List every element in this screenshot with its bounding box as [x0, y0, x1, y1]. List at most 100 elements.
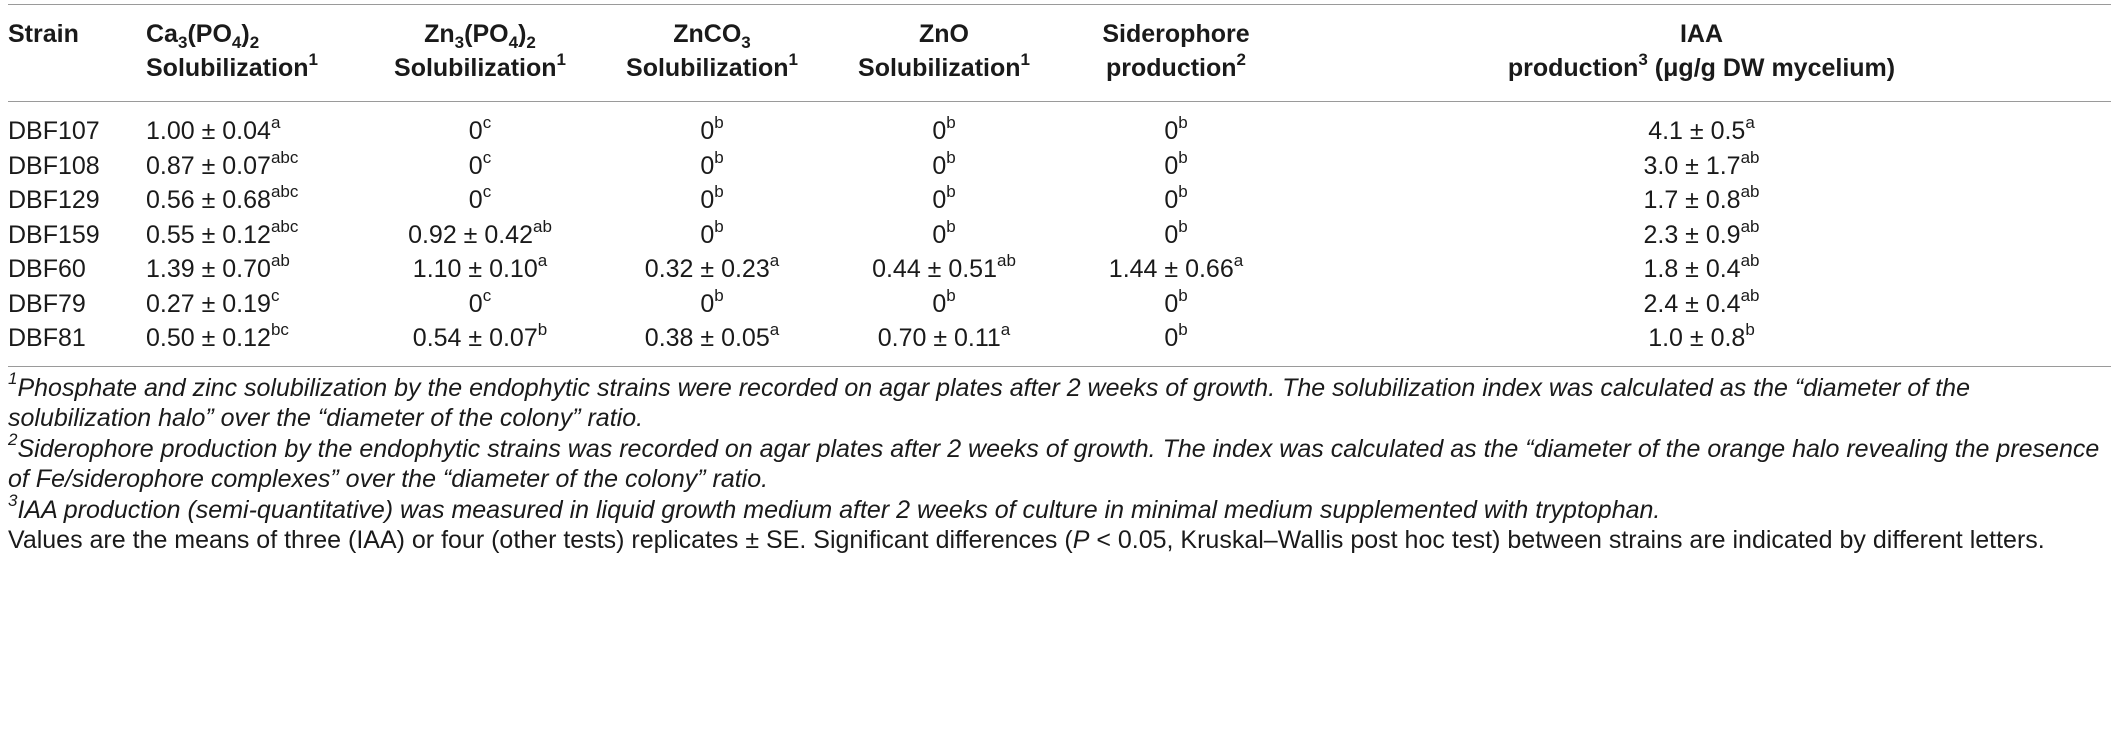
cell-significance-letter: a: [769, 320, 780, 340]
cell-value-text: 0: [932, 289, 947, 318]
cell-value: 0.38 ± 0.05a: [596, 321, 828, 366]
cell-significance-letter: c: [482, 147, 492, 167]
cell-value: 0.27 ± 0.19c: [146, 287, 364, 322]
cell-significance-letter: a: [1745, 113, 1755, 133]
cell-strain: DBF108: [8, 151, 100, 180]
cell-significance-letter: c: [482, 113, 492, 133]
cell-significance-letter: b: [1178, 285, 1188, 305]
cell-significance-letter: ab: [533, 216, 552, 236]
cell-significance-letter: abc: [270, 216, 299, 236]
cell-strain: DBF159: [8, 220, 100, 249]
header-strain-label: Strain: [8, 20, 79, 48]
cell-significance-letter: b: [1178, 113, 1188, 133]
header-siderophore: Siderophore production2: [1060, 5, 1292, 102]
cell-significance-letter: bc: [270, 320, 289, 340]
cell-value: 0b: [596, 102, 828, 149]
cell-strain: DBF81: [8, 324, 86, 353]
cell-value-text: 1.00 ± 0.04: [146, 117, 271, 146]
table-row: DBF60 1.39 ± 0.70ab 1.10 ± 0.10a 0.32 ± 0.2…: [8, 252, 2111, 287]
cell-value: 0c: [364, 102, 596, 149]
cell-value-text: 3.0 ± 1.7: [1643, 151, 1741, 180]
cell-value-text: 0.38 ± 0.05: [644, 324, 770, 353]
results-table-container: Strain Ca3(PO4)2 Solubilization1 Zn3(PO4…: [8, 4, 2111, 556]
cell-value-text: 0: [932, 117, 947, 146]
cell-value: 0c: [364, 183, 596, 218]
cell-value-text: 0: [1164, 220, 1179, 249]
cell-value-text: 0.56 ± 0.68: [146, 186, 271, 215]
cell-value: 0b: [828, 218, 1060, 253]
cell-value: 0.56 ± 0.68abc: [146, 183, 364, 218]
cell-value: 0b: [1060, 149, 1292, 184]
cell-strain: DBF129: [8, 186, 100, 215]
cell-value-text: 0.87 ± 0.07: [146, 151, 271, 180]
cell-value-text: 0.50 ± 0.12: [146, 324, 271, 353]
cell-significance-letter: b: [946, 147, 956, 167]
cell-significance-letter: a: [769, 251, 780, 271]
cell-value-text: 1.10 ± 0.10: [412, 255, 538, 284]
cell-significance-letter: ab: [1740, 147, 1760, 167]
cell-value: 0.92 ± 0.42ab: [364, 218, 596, 253]
cell-value: 0b: [596, 183, 828, 218]
header-iaa: IAA production3 (μg/g DW mycelium): [1292, 5, 2111, 102]
cell-value-text: 0: [700, 220, 715, 249]
cell-value: 0b: [1060, 102, 1292, 149]
header-zno-formula: ZnO: [919, 20, 969, 48]
footnote-1: 1Phosphate and zinc solubilization by th…: [8, 369, 1970, 432]
cell-significance-letter: b: [946, 113, 956, 133]
footnote-2: 2Siderophore production by the endophyti…: [8, 430, 2100, 493]
cell-value-text: 0.92 ± 0.42: [408, 220, 533, 249]
cell-value: 0b: [828, 149, 1060, 184]
header-znco3-sub: Solubilization1: [626, 49, 798, 82]
cell-value: 1.8 ± 0.4ab: [1292, 252, 2111, 287]
header-zno-sub: Solubilization1: [858, 49, 1030, 82]
cell-value-text: 1.44 ± 0.66: [1108, 255, 1234, 284]
header-ca3po42-sub: Solubilization1: [146, 49, 318, 82]
summary-note: Values are the means of three (IAA) or f…: [8, 526, 2045, 554]
cell-value: 0b: [828, 102, 1060, 149]
strain-results-table: Strain Ca3(PO4)2 Solubilization1 Zn3(PO4…: [8, 4, 2111, 366]
cell-significance-letter: a: [1000, 320, 1011, 340]
cell-value-text: 0: [468, 289, 483, 318]
cell-significance-letter: ab: [1740, 216, 1760, 236]
cell-value-text: 1.39 ± 0.70: [146, 255, 271, 284]
table-footnotes: 1Phosphate and zinc solubilization by th…: [8, 365, 2111, 556]
cell-significance-letter: b: [1178, 182, 1188, 202]
cell-significance-letter: c: [482, 182, 492, 202]
footnote-3: 3IAA production (semi-quantitative) was …: [8, 491, 1661, 524]
cell-significance-letter: ab: [1740, 285, 1760, 305]
cell-value-text: 0: [1164, 186, 1179, 215]
header-znco3-formula: ZnCO3: [673, 20, 751, 52]
cell-significance-letter: b: [1178, 147, 1188, 167]
header-zn3po42-formula: Zn3(PO4)2: [424, 20, 536, 52]
cell-significance-letter: a: [537, 251, 548, 271]
cell-value: 0.44 ± 0.51ab: [828, 252, 1060, 287]
cell-significance-letter: b: [714, 147, 724, 167]
cell-value: 0b: [1060, 218, 1292, 253]
cell-value-text: 0: [932, 151, 947, 180]
cell-value: 2.3 ± 0.9ab: [1292, 218, 2111, 253]
cell-value-text: 0: [700, 117, 715, 146]
cell-value: 0b: [1060, 287, 1292, 322]
cell-value-text: 0: [700, 151, 715, 180]
cell-value-text: 1.7 ± 0.8: [1643, 186, 1741, 215]
cell-value: 0b: [596, 287, 828, 322]
cell-value: 1.7 ± 0.8ab: [1292, 183, 2111, 218]
cell-value-text: 0.27 ± 0.19: [146, 289, 271, 318]
cell-significance-letter: b: [1178, 216, 1188, 236]
cell-value-text: 0: [468, 186, 483, 215]
header-siderophore-line2: production2: [1106, 49, 1246, 82]
cell-value-text: 0.54 ± 0.07: [412, 324, 538, 353]
cell-value-text: 1.8 ± 0.4: [1643, 255, 1741, 284]
cell-value-text: 0: [932, 186, 947, 215]
cell-significance-letter: abc: [270, 182, 299, 202]
cell-value-text: 2.4 ± 0.4: [1643, 289, 1741, 318]
header-iaa-line2: production3 (μg/g DW mycelium): [1507, 49, 1896, 82]
cell-value: 0b: [1060, 183, 1292, 218]
table-row: DBF159 0.55 ± 0.12abc 0.92 ± 0.42ab 0b 0b 0b 2…: [8, 218, 2111, 253]
cell-value: 4.1 ± 0.5a: [1292, 102, 2111, 149]
cell-significance-letter: ab: [1740, 251, 1760, 271]
cell-strain: DBF79: [8, 289, 86, 318]
cell-value-text: 4.1 ± 0.5: [1648, 117, 1746, 146]
cell-value: 0b: [828, 183, 1060, 218]
cell-value: 1.44 ± 0.66a: [1060, 252, 1292, 287]
